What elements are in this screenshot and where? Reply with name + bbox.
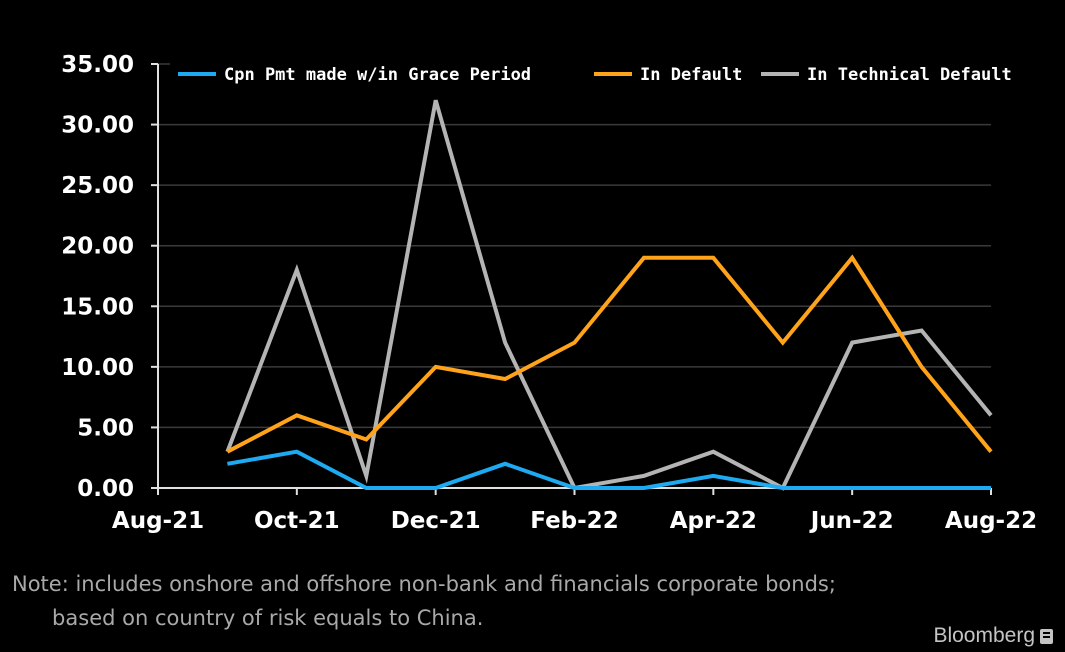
legend-label: In Technical Default	[807, 65, 1012, 85]
y-tick-label: 30.00	[61, 113, 134, 139]
grid-lines	[158, 63, 991, 429]
legend-label: In Default	[640, 65, 742, 85]
y-tick-label: 5.00	[77, 415, 134, 441]
x-tick-label: Aug-22	[945, 508, 1037, 534]
brand-logo: Bloomberg	[933, 624, 1053, 648]
x-tick-label: Dec-21	[391, 508, 481, 534]
x-tick-label: Jun-22	[809, 508, 894, 534]
series-line	[225, 99, 993, 491]
brand-name: Bloomberg	[933, 624, 1035, 647]
y-tick-label: 10.00	[61, 355, 134, 381]
y-tick-label: 20.00	[61, 234, 134, 260]
y-tick-label: 35.00	[61, 52, 134, 78]
series-line	[227, 449, 991, 490]
x-axis-ticks: Aug-21 Oct-21 Dec-21 Feb-22 Apr-22 Jun-22 Aug-…	[112, 488, 1037, 534]
legend-label: Cpn Pmt made w/in Grace Period	[224, 65, 531, 85]
x-tick-label: Feb-22	[530, 508, 618, 534]
y-tick-label: 15.00	[61, 294, 134, 320]
legend: Cpn Pmt made w/in Grace Period In Default…	[170, 60, 1030, 88]
series-line	[226, 254, 993, 454]
x-tick-label: Aug-21	[112, 508, 204, 534]
y-axis-ticks: 0.00 5.00 10.00 15.00 20.00 25.00 30.00 35.00	[61, 52, 158, 502]
x-tick-label: Apr-22	[670, 508, 757, 534]
series-lines	[225, 99, 993, 491]
x-tick-label: Oct-21	[254, 508, 340, 534]
y-tick-label: 0.00	[77, 476, 134, 502]
y-tick-label: 25.00	[61, 173, 134, 199]
line-chart: 0.00 5.00 10.00 15.00 20.00 25.00 30.00 35.00 Au…	[61, 52, 1037, 534]
bloomberg-terminal-icon	[1040, 628, 1053, 644]
chart-note: Note: includes onshore and offshore non-…	[12, 572, 836, 630]
